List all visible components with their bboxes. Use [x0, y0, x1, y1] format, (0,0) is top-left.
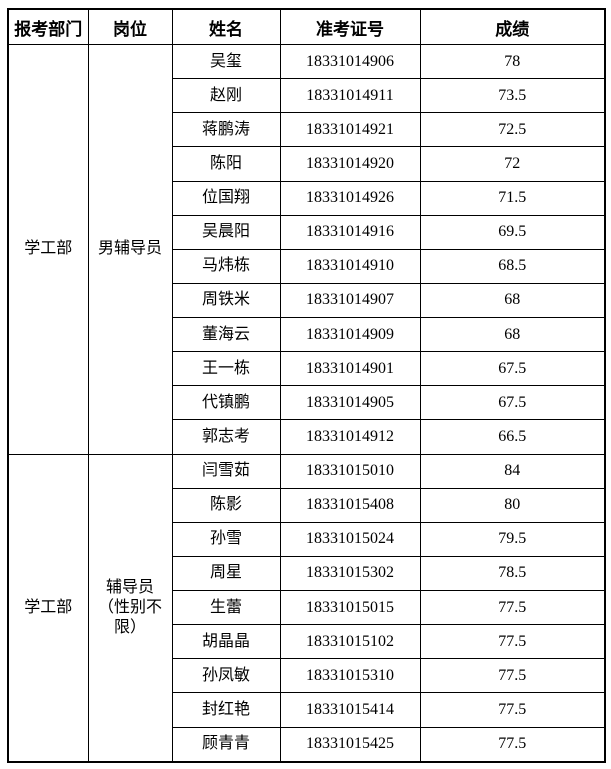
- ticket-number-cell: 18331014909: [279, 316, 421, 353]
- score-cell: 69.5: [419, 214, 606, 250]
- table-row: 郭志考 18331014912 66.5: [8, 419, 606, 455]
- header-name: 姓名: [171, 8, 281, 45]
- ticket-number-cell: 18331014911: [279, 78, 421, 114]
- score-cell: 77.5: [419, 692, 606, 728]
- name-cell: 陈阳: [171, 146, 281, 182]
- score-cell: 84: [419, 453, 606, 489]
- ticket-number-cell: 18331014916: [279, 214, 421, 250]
- table-row: 蒋鹏涛 18331014921 72.5: [8, 112, 606, 148]
- score-cell: 77.5: [419, 589, 606, 626]
- ticket-number-cell: 18331015010: [279, 453, 421, 489]
- ticket-number-cell: 18331015024: [279, 521, 421, 557]
- department-cell: 学工部: [7, 44, 89, 455]
- ticket-number-cell: 18331015102: [279, 624, 421, 660]
- position-cell: 辅导员 （性别不限）: [87, 453, 173, 763]
- score-cell: 72: [419, 146, 606, 182]
- name-cell: 郭志考: [171, 419, 281, 455]
- score-cell: 78: [419, 43, 606, 80]
- table-row: 孙凤敏 18331015310 77.5: [8, 658, 606, 694]
- table-row: 学工部 男辅导员 吴玺 18331014906 78: [7, 43, 606, 455]
- ticket-number-cell: 18331014910: [279, 248, 421, 284]
- name-cell: 代镇鹏: [171, 385, 281, 421]
- score-cell: 67.5: [419, 351, 606, 387]
- table-row: 赵刚 18331014911 73.5: [8, 78, 606, 114]
- name-cell: 孙雪: [171, 521, 281, 557]
- name-cell: 顾青青: [171, 726, 281, 763]
- ticket-number-cell: 18331014901: [279, 351, 421, 387]
- score-cell: 68.5: [419, 248, 606, 284]
- table-body: 学工部 男辅导员 吴玺 18331014906 78 赵刚 18331014911 73.5 蒋…: [7, 43, 606, 763]
- name-cell: 董海云: [171, 316, 281, 353]
- table-row: 董海云 18331014909 68: [8, 316, 606, 353]
- ticket-number-cell: 18331014905: [279, 385, 421, 421]
- header-department: 报考部门: [7, 8, 89, 45]
- name-cell: 孙凤敏: [171, 658, 281, 694]
- name-cell: 胡晶晶: [171, 624, 281, 660]
- department-cell: 学工部: [7, 453, 89, 763]
- exam-results-table: 报考部门 岗位 姓名 准考证号 成绩 学工部 男辅导员 吴玺 18331014906 7…: [7, 8, 606, 763]
- score-cell: 73.5: [419, 78, 606, 114]
- ticket-number-cell: 18331014912: [279, 419, 421, 455]
- table-row: 马炜栋 18331014910 68.5: [8, 248, 606, 284]
- name-cell: 封红艳: [171, 692, 281, 728]
- table-header: 报考部门 岗位 姓名 准考证号 成绩: [7, 8, 606, 45]
- name-cell: 位国翔: [171, 180, 281, 216]
- name-cell: 周星: [171, 555, 281, 592]
- ticket-number-cell: 18331015408: [279, 487, 421, 523]
- table-row: 顾青青 18331015425 77.5: [8, 726, 606, 763]
- name-cell: 王一栋: [171, 351, 281, 387]
- score-cell: 71.5: [419, 180, 606, 216]
- score-cell: 77.5: [419, 624, 606, 660]
- name-cell: 周铁米: [171, 282, 281, 319]
- ticket-number-cell: 18331014907: [279, 282, 421, 319]
- table-row: 学工部 辅导员 （性别不限） 闫雪茹 18331015010 84: [7, 453, 606, 763]
- name-cell: 蒋鹏涛: [171, 112, 281, 148]
- position-cell: 男辅导员: [87, 44, 173, 455]
- name-cell: 吴玺: [171, 43, 281, 80]
- table-row: 位国翔 18331014926 71.5: [8, 180, 606, 216]
- table-row: 吴晨阳 18331014916 69.5: [8, 214, 606, 250]
- table-row: 胡晶晶 18331015102 77.5: [8, 624, 606, 660]
- header-row: 报考部门 岗位 姓名 准考证号 成绩: [7, 8, 606, 45]
- name-cell: 赵刚: [171, 78, 281, 114]
- ticket-number-cell: 18331014920: [279, 146, 421, 182]
- header-ticket: 准考证号: [279, 8, 421, 45]
- ticket-number-cell: 18331015425: [279, 726, 421, 763]
- score-cell: 67.5: [419, 385, 606, 421]
- name-cell: 马炜栋: [171, 248, 281, 284]
- score-cell: 79.5: [419, 521, 606, 557]
- score-cell: 66.5: [419, 419, 606, 455]
- score-cell: 68: [419, 316, 606, 353]
- header-position: 岗位: [87, 8, 173, 45]
- table-row: 周铁米 18331014907 68: [8, 282, 606, 319]
- name-cell: 吴晨阳: [171, 214, 281, 250]
- name-cell: 陈影: [171, 487, 281, 523]
- score-cell: 77.5: [419, 726, 606, 763]
- score-cell: 72.5: [419, 112, 606, 148]
- score-cell: 68: [419, 282, 606, 319]
- table-row: 生蕾 18331015015 77.5: [8, 589, 606, 626]
- score-cell: 77.5: [419, 658, 606, 694]
- table-row: 陈阳 18331014920 72: [8, 146, 606, 182]
- table-row: 封红艳 18331015414 77.5: [8, 692, 606, 728]
- score-cell: 80: [419, 487, 606, 523]
- ticket-number-cell: 18331015414: [279, 692, 421, 728]
- ticket-number-cell: 18331015302: [279, 555, 421, 592]
- header-score: 成绩: [419, 8, 606, 45]
- ticket-number-cell: 18331015310: [279, 658, 421, 694]
- table-row: 代镇鹏 18331014905 67.5: [8, 385, 606, 421]
- ticket-number-cell: 18331014906: [279, 43, 421, 80]
- ticket-number-cell: 18331014926: [279, 180, 421, 216]
- name-cell: 闫雪茹: [171, 453, 281, 489]
- score-cell: 78.5: [419, 555, 606, 592]
- name-cell: 生蕾: [171, 589, 281, 626]
- ticket-number-cell: 18331015015: [279, 589, 421, 626]
- table-row: 王一栋 18331014901 67.5: [8, 351, 606, 387]
- ticket-number-cell: 18331014921: [279, 112, 421, 148]
